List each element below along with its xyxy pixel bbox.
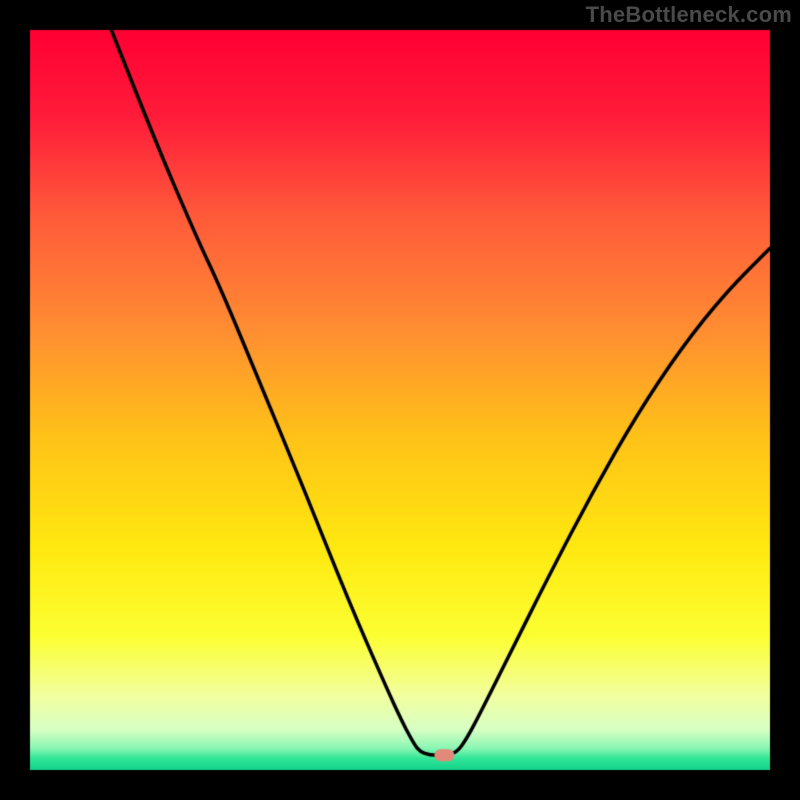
bottleneck-chart <box>0 0 800 800</box>
watermark-text: TheBottleneck.com <box>586 2 792 28</box>
chart-container: TheBottleneck.com <box>0 0 800 800</box>
